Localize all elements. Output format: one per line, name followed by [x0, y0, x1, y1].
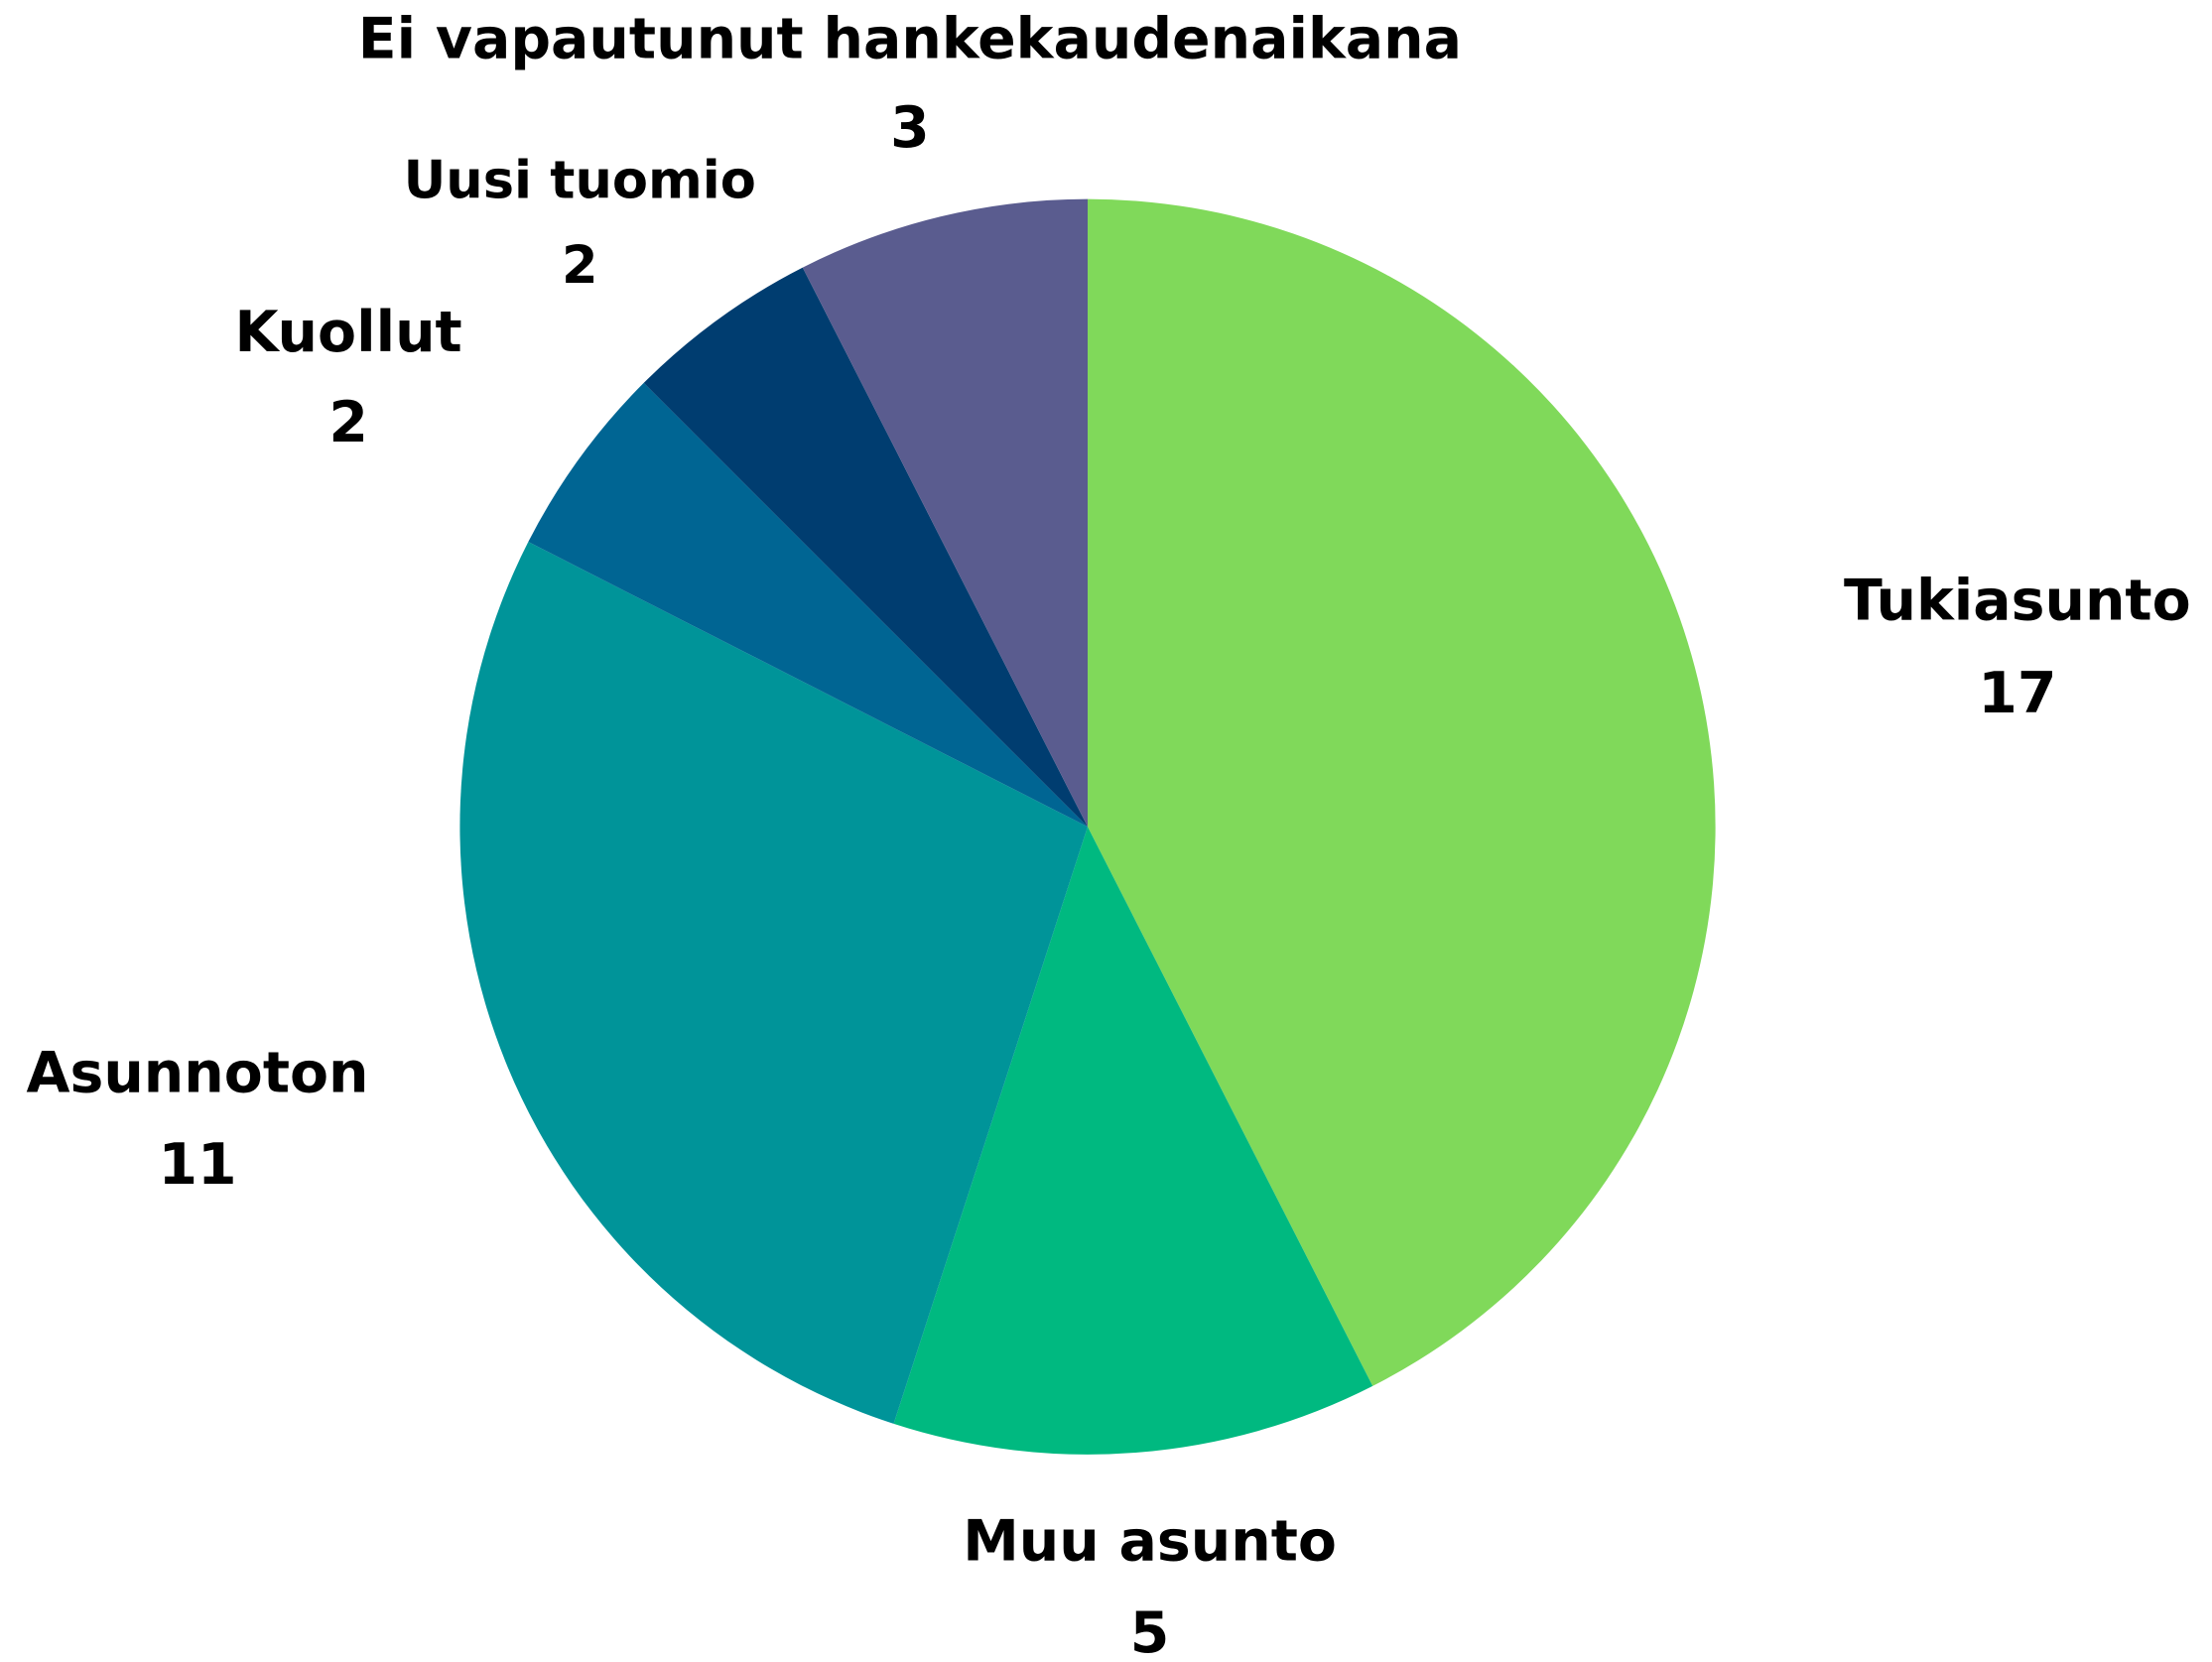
slice-label: Uusi tuomio	[404, 151, 756, 211]
pie-slice	[802, 198, 1089, 828]
slice-label: Kuollut	[234, 300, 461, 365]
pie-slice	[528, 382, 1089, 828]
slice-label: Asunnoton	[26, 1040, 368, 1105]
pie-slice	[1088, 198, 1716, 1386]
pie-slice	[643, 267, 1089, 828]
slice-value: 17	[1978, 661, 2056, 726]
slice-value: 5	[1130, 1600, 1170, 1662]
slice-label: Ei vapautunut hankekaudenaikana	[358, 6, 1462, 71]
pie-slice	[459, 542, 1089, 1424]
slice-value: 2	[562, 235, 598, 296]
slice-value: 3	[890, 95, 930, 161]
slice-value: 2	[328, 390, 368, 455]
slice-value: 11	[158, 1132, 236, 1198]
pie-slice	[893, 827, 1373, 1455]
slice-label: Tukiasunto	[1844, 568, 2191, 633]
slice-label: Muu asunto	[963, 1508, 1337, 1574]
